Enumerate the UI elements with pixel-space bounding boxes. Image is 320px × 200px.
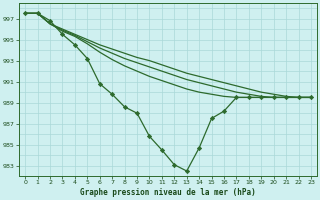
X-axis label: Graphe pression niveau de la mer (hPa): Graphe pression niveau de la mer (hPa): [80, 188, 256, 197]
